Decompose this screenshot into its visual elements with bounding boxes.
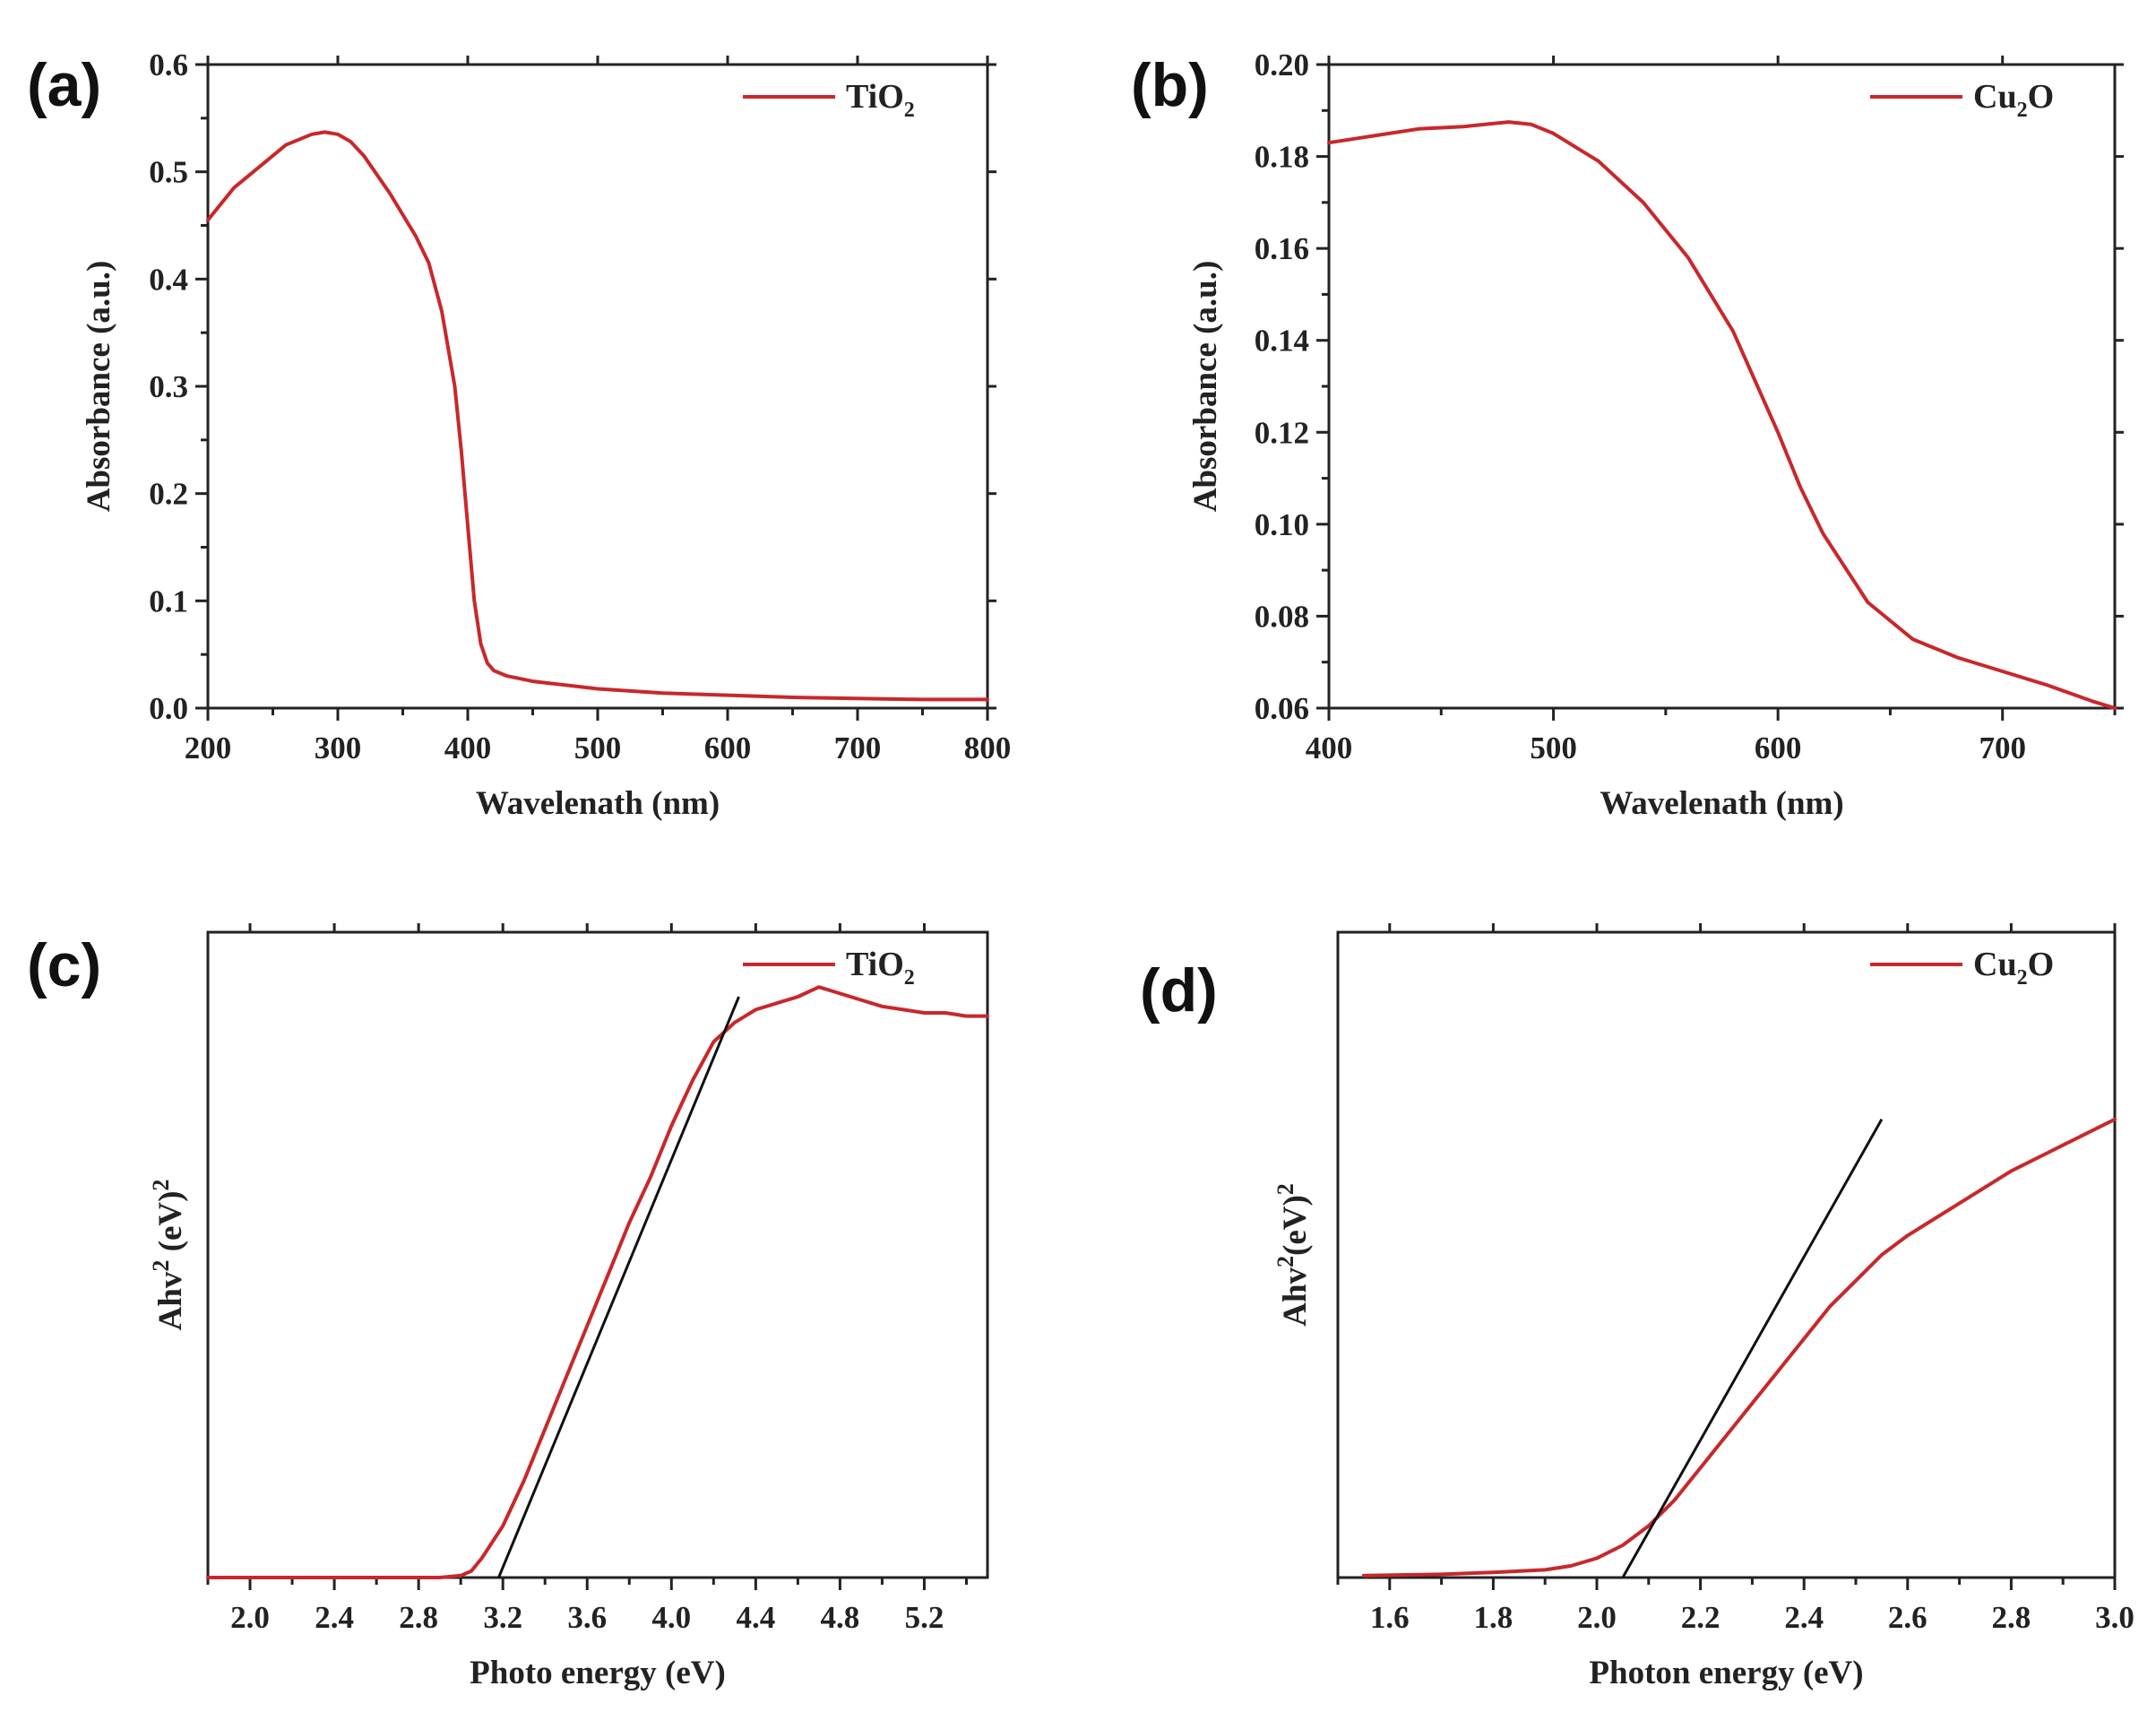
x-tick-label-a: 800: [964, 731, 1012, 765]
y-tick-label-a: 0.6: [149, 48, 188, 82]
x-tick-label-c: 2.4: [315, 1600, 354, 1635]
x-tick-label-c: 4.4: [736, 1600, 775, 1635]
y-axis-label-b: Absorbance (a.u.): [1187, 261, 1224, 513]
fit-line-d: [1621, 1119, 1884, 1578]
panel-label-d: (d): [1140, 956, 1218, 1025]
y-tick-label-b: 0.16: [1255, 231, 1309, 266]
x-tick-label-a: 200: [185, 731, 232, 765]
x-tick-label-d: 1.8: [1474, 1600, 1514, 1635]
chart-panel-a: (a) 200 300 400 500 600 700 800 0.0 0.1 0.2 0.3 0.4 0…: [27, 48, 1011, 822]
y-tick-label-a: 0.0: [149, 691, 188, 726]
y-tick-label-b: 0.10: [1255, 507, 1309, 542]
x-tick-label-b: 400: [1306, 731, 1353, 765]
x-tick-label-c: 3.2: [483, 1600, 522, 1635]
x-tick-label-d: 3.0: [2095, 1600, 2134, 1635]
series-line-c-0: [206, 985, 989, 1579]
plot-frame-c: [206, 930, 989, 1579]
x-tick-label-c: 4.8: [821, 1600, 860, 1635]
fit-line-c: [497, 996, 740, 1578]
y-tick-label-b: 0.20: [1255, 48, 1309, 82]
x-tick-label-c: 2.8: [399, 1600, 438, 1635]
y-tick-label-a: 0.2: [149, 477, 188, 512]
y-tick-label-b: 0.18: [1255, 140, 1309, 175]
series-line-d-0: [1361, 1117, 2117, 1578]
x-tick-label-b: 600: [1755, 731, 1802, 765]
x-axis-label-c: Photo energy (eV): [470, 1655, 726, 1691]
plot-frame-a: [206, 63, 989, 710]
legend-label-d: Cu2O: [1973, 946, 2054, 990]
x-axis-label-b: Wavelenath (nm): [1600, 785, 1843, 822]
y-tick-label-b: 0.14: [1255, 324, 1309, 359]
panel-label-b: (b): [1131, 51, 1209, 119]
series-line-a-0: [206, 130, 989, 702]
x-axis-label-d: Photon energy (eV): [1589, 1655, 1863, 1691]
x-tick-label-b: 700: [1979, 731, 2026, 765]
x-tick-label-d: 2.0: [1577, 1600, 1617, 1635]
chart-panel-d: (d) 1.6 1.8 2.0 2.2 2.4 2.6 2.8 3.0 Photon energy…: [1140, 923, 2134, 1691]
x-tick-label-c: 4.0: [651, 1600, 691, 1635]
y-tick-label-a: 0.3: [149, 369, 188, 404]
y-tick-label-b: 0.06: [1255, 691, 1309, 726]
y-tick-label-a: 0.4: [149, 262, 188, 297]
panel-label-c: (c): [27, 931, 101, 999]
y-tick-label-b: 0.08: [1255, 599, 1309, 634]
x-axis-label-a: Wavelenath (nm): [476, 785, 720, 822]
legend-label-b: Cu2O: [1973, 78, 2054, 122]
y-axis-label-a: Absorbance (a.u.): [81, 261, 117, 513]
y-tick-label-a: 0.5: [149, 155, 188, 190]
x-tick-label-d: 2.2: [1681, 1600, 1720, 1635]
x-tick-label-b: 500: [1530, 731, 1577, 765]
x-tick-label-a: 500: [574, 731, 622, 765]
x-tick-label-d: 1.6: [1370, 1600, 1410, 1635]
x-tick-label-a: 600: [704, 731, 752, 765]
panel-label-a: (a): [27, 51, 101, 119]
x-tick-label-d: 2.4: [1784, 1600, 1824, 1635]
chart-panel-c: (c) 2.0 2.4 2.8 3.2 3.6 4.0 4.4 4.8 5.2 Photo ener…: [27, 923, 989, 1691]
x-tick-label-a: 300: [315, 731, 362, 765]
series-line-b-0: [1327, 120, 2117, 710]
plot-frame-d: [1336, 930, 2117, 1579]
y-tick-label-a: 0.1: [149, 584, 188, 618]
y-tick-label-b: 0.12: [1255, 415, 1309, 450]
legend-label-c: TiO2: [846, 946, 915, 990]
x-tick-label-d: 2.8: [1992, 1600, 2031, 1635]
x-tick-label-c: 3.6: [567, 1600, 607, 1635]
plot-frame-b: [1327, 63, 2117, 710]
y-axis-label-c: Ahv2 (eV)2: [148, 1180, 189, 1331]
chart-panel-b: (b) 400 500 600 700 0.06 0.08 0.10 0.12 0.14 0.16 0…: [1131, 48, 2124, 822]
y-axis-label-d: Ahv2(eV)2: [1272, 1183, 1314, 1327]
legend-label-a: TiO2: [846, 78, 915, 122]
x-tick-label-a: 400: [444, 731, 492, 765]
x-tick-label-c: 5.2: [905, 1600, 944, 1635]
x-tick-label-d: 2.6: [1888, 1600, 1927, 1635]
x-tick-label-c: 2.0: [230, 1600, 270, 1635]
x-tick-label-a: 700: [834, 731, 882, 765]
